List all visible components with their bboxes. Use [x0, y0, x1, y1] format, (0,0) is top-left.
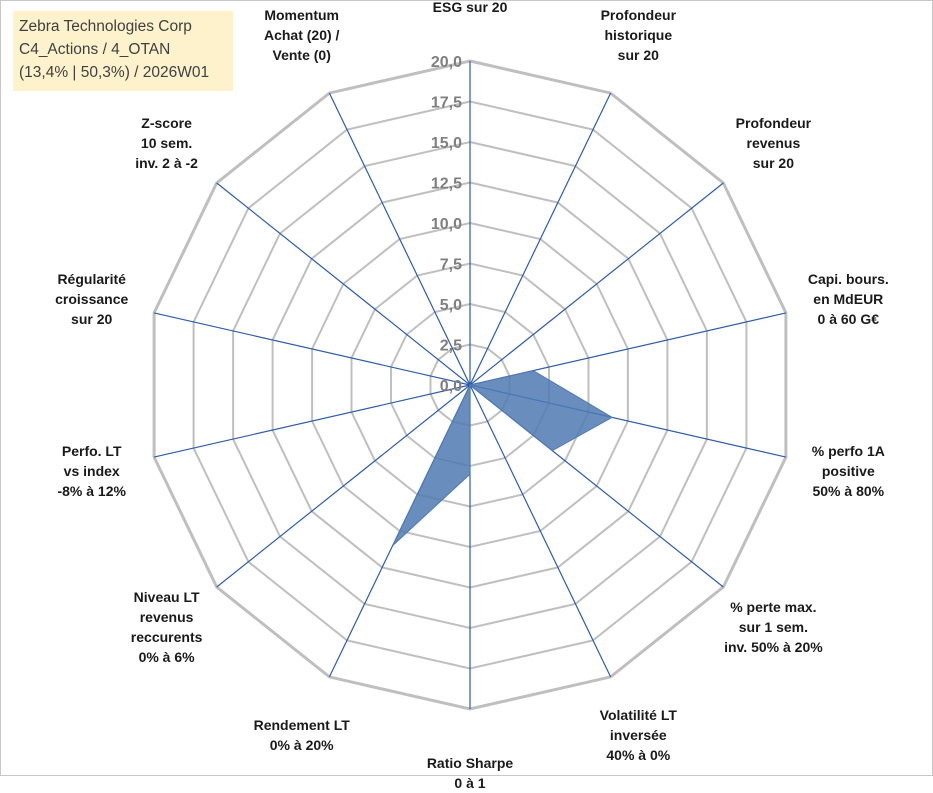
tick-label: 17,5 — [431, 95, 462, 112]
category-label: Capi. bours. en MdEUR 0 à 60 G€ — [808, 269, 889, 329]
tick-label: 15,0 — [431, 135, 462, 152]
category-label: Momentum Achat (20) / Vente (0) — [264, 5, 339, 65]
category-label-line: -8% à 12% — [57, 483, 126, 500]
category-label-line: Ratio Sharpe — [426, 755, 514, 771]
radar-spoke — [216, 182, 471, 386]
category-label-line: 40% à 0% — [606, 746, 671, 763]
category-label-line: Rendement LT — [253, 716, 350, 733]
series-area — [392, 370, 614, 546]
category-label-line: % perfo 1A — [811, 443, 885, 460]
radar-spoke — [328, 92, 471, 386]
category-label-line: vs index — [63, 463, 120, 480]
category-label-line: sur 20 — [617, 47, 659, 64]
category-label: Volatilité LT inversée 40% à 0% — [600, 705, 677, 765]
category-label-line: Profondeur — [735, 115, 812, 132]
category-label: Perfo. LT vs index -8% à 12% — [57, 441, 125, 501]
category-label-line: 0% à 20% — [269, 736, 334, 753]
category-label: Profondeur historique sur 20 — [601, 5, 676, 65]
tick-label: 5,0 — [440, 297, 462, 314]
category-label-line: reccurents — [130, 628, 203, 645]
portfolio-stats: (13,4% | 50,3%) / 2026W01 — [19, 64, 210, 81]
category-label-line: Vente (0) — [272, 47, 331, 64]
category-label-line: historique — [604, 27, 673, 44]
category-label-line: en MdEUR — [813, 290, 884, 307]
category-label-line: croissance — [55, 290, 129, 307]
category-label: Ratio Sharpe 0 à 1 — [427, 753, 513, 793]
radar-spoke — [469, 384, 612, 678]
category-label: Régularité croissance sur 20 — [55, 269, 128, 329]
radar-spoke — [153, 312, 471, 386]
category-label: Z-score 10 sem. inv. 2 à -2 — [135, 113, 198, 173]
radar-ticks: 0,0 2,5 5,0 7,5 10,0 12,5 15,0 17,5 20,0 — [431, 54, 462, 395]
category-label-line: positive — [821, 463, 875, 480]
category-label-line: revenus — [746, 135, 801, 152]
category-label: Profondeur revenus sur 20 — [736, 113, 811, 173]
tick-label: 2,5 — [440, 338, 462, 355]
category-label-line: Profondeur — [600, 7, 677, 24]
info-box: Zebra Technologies Corp C4_Actions / 4_O… — [13, 11, 233, 91]
category-label-line: % perte max. — [730, 598, 817, 615]
category-label-line: ESG sur 20 — [432, 0, 508, 15]
tick-label: 20,0 — [431, 54, 462, 71]
category-label: Niveau LT revenus reccurents 0% à 6% — [131, 587, 203, 667]
category-label-line: Capi. bours. — [807, 270, 889, 287]
category-label: % perfo 1A positive 50% à 80% — [812, 441, 885, 501]
category-label-line: Achat (20) / — [263, 27, 340, 44]
category-label-line: revenus — [139, 608, 194, 625]
category-label-line: 0 à 60 G€ — [817, 310, 880, 327]
category-label-line: Z-score — [141, 115, 192, 132]
category-label: % perte max. sur 1 sem. inv. 50% à 20% — [724, 597, 823, 657]
category-label-line: Niveau LT — [133, 588, 200, 605]
category-label-line: Régularité — [57, 270, 126, 287]
category-label-line: inversée — [609, 726, 667, 743]
category-label-line: inv. 2 à -2 — [135, 155, 198, 172]
company-name: Zebra Technologies Corp — [19, 18, 192, 35]
category-label-line: Perfo. LT — [61, 443, 122, 460]
radar-chart: 0,0 2,5 5,0 7,5 10,0 12,5 15,0 17,5 20,0 — [152, 54, 788, 711]
portfolio-name: C4_Actions / 4_OTAN — [19, 41, 171, 58]
category-label: NoteESG sur 20 — [433, 0, 508, 17]
category-label-line: Volatilité LT — [599, 706, 677, 723]
radar-spoke — [469, 182, 724, 386]
radar-spoke — [469, 92, 612, 386]
category-label-line: 0% à 6% — [138, 648, 195, 665]
category-label-line: inv. 50% à 20% — [724, 638, 823, 655]
category-label-line: sur 20 — [71, 310, 113, 327]
radar-spoke — [216, 384, 471, 588]
category-label: Rendement LT 0% à 20% — [254, 715, 350, 755]
category-label-line: sur 1 sem. — [738, 618, 809, 635]
category-label-line: 10 sem. — [140, 135, 193, 152]
tick-label: 10,0 — [431, 216, 462, 233]
radar-spoke — [153, 384, 471, 458]
category-label-line: 50% à 80% — [812, 483, 885, 500]
tick-label: 12,5 — [431, 176, 462, 193]
radar-series — [392, 370, 614, 546]
category-label-line: 0 à 1 — [454, 775, 486, 791]
category-label-line: Momentum — [264, 7, 340, 24]
category-label-line: sur 20 — [752, 155, 795, 172]
tick-label: 7,5 — [440, 257, 462, 274]
tick-label: 0,0 — [440, 378, 462, 395]
